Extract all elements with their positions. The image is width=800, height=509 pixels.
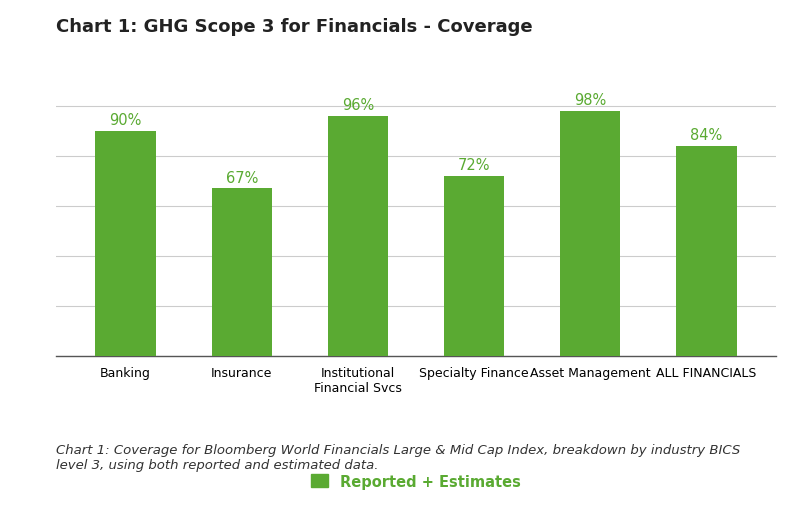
Bar <box>212 189 272 356</box>
Text: 90%: 90% <box>110 112 142 128</box>
Bar <box>95 131 156 356</box>
Bar <box>444 177 504 356</box>
Text: Chart 1: GHG Scope 3 for Financials - Coverage: Chart 1: GHG Scope 3 for Financials - Co… <box>56 18 533 36</box>
Text: 98%: 98% <box>574 93 606 108</box>
Text: 72%: 72% <box>458 158 490 173</box>
Legend: Reported + Estimates: Reported + Estimates <box>305 468 527 495</box>
Bar <box>328 117 388 356</box>
Bar <box>560 111 620 356</box>
Bar <box>676 147 737 356</box>
Text: Chart 1: Coverage for Bloomberg World Financials Large & Mid Cap Index, breakdow: Chart 1: Coverage for Bloomberg World Fi… <box>56 443 740 471</box>
Text: 96%: 96% <box>342 98 374 112</box>
Text: 67%: 67% <box>226 170 258 185</box>
Text: 84%: 84% <box>690 128 722 143</box>
